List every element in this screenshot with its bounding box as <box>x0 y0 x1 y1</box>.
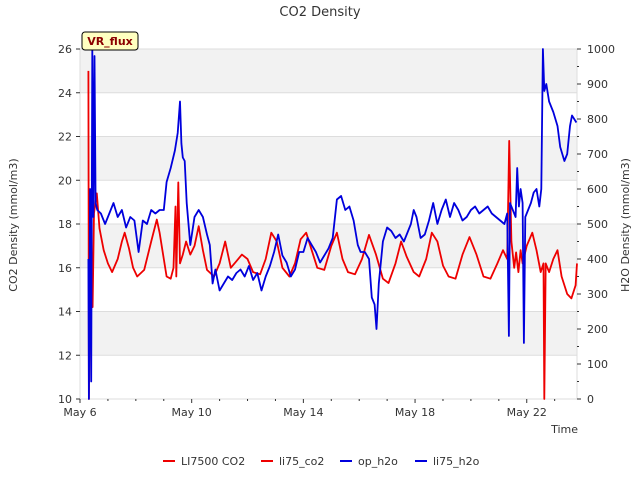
series-li75-co2 <box>87 70 578 400</box>
y-tick-label-7: 24 <box>58 87 72 100</box>
y-axis-label: CO2 Density (mmol/m3) <box>7 158 20 291</box>
x-tick-label-3: May 18 <box>395 406 435 419</box>
chart-title: CO2 Density <box>279 5 360 20</box>
y-tick-label-4: 18 <box>58 218 72 231</box>
x-tick-label-2: May 14 <box>283 406 323 419</box>
y-tick-label-0: 10 <box>58 393 72 406</box>
legend: LI7500 CO2 li75_co2 op_h2o li75_h2o <box>163 455 480 468</box>
y2-tick-label-0: 0 <box>587 393 594 406</box>
legend-label-1: li75_co2 <box>279 455 324 468</box>
y2-tick-label-8: 800 <box>587 113 608 126</box>
y2-tick-label-5: 500 <box>587 218 608 231</box>
y2-tick-label-9: 900 <box>587 78 608 91</box>
background-band-1 <box>80 224 577 268</box>
background-band-3 <box>80 49 577 93</box>
legend-label-2: op_h2o <box>358 455 398 468</box>
background-bands <box>80 49 577 356</box>
flux-badge-label: VR_flux <box>87 35 133 48</box>
y-tick-label-5: 20 <box>58 174 72 187</box>
y2-tick-label-1: 100 <box>587 358 608 371</box>
series-li75-h2o <box>87 48 578 400</box>
flux-badge-box <box>81 31 139 51</box>
y2-tick-label-10: 1000 <box>587 43 615 56</box>
x-tick-label-4: May 22 <box>507 406 547 419</box>
y2-axis-label: H2O Density (mmol/m3) <box>619 158 632 292</box>
x-tick-label-0: May 6 <box>63 406 96 419</box>
y-tick-label-2: 14 <box>58 306 72 319</box>
y-tick-label-8: 26 <box>58 43 72 56</box>
background-band-0 <box>80 311 577 356</box>
legend-label-3: li75_h2o <box>433 455 480 468</box>
y2-tick-label-6: 600 <box>587 183 608 196</box>
flux-badge: VR_flux <box>81 31 139 51</box>
background-band-2 <box>80 136 577 181</box>
y2-tick-label-2: 200 <box>587 323 608 336</box>
y2-tick-label-4: 400 <box>587 253 608 266</box>
y2-tick-label-3: 300 <box>587 288 608 301</box>
series-layer <box>87 48 578 400</box>
y2-tick-label-7: 700 <box>587 148 608 161</box>
axes: 10 12 14 16 18 20 22 24 26 0 100 200 300 400 500 600 700… <box>58 43 615 419</box>
x-axis-label: Time <box>550 423 578 436</box>
legend-label-0: LI7500 CO2 <box>181 455 245 468</box>
x-tick-label-1: May 10 <box>172 406 212 419</box>
y-tick-label-3: 16 <box>58 262 72 275</box>
y-tick-label-6: 22 <box>58 131 72 144</box>
y-tick-label-1: 12 <box>58 349 72 362</box>
